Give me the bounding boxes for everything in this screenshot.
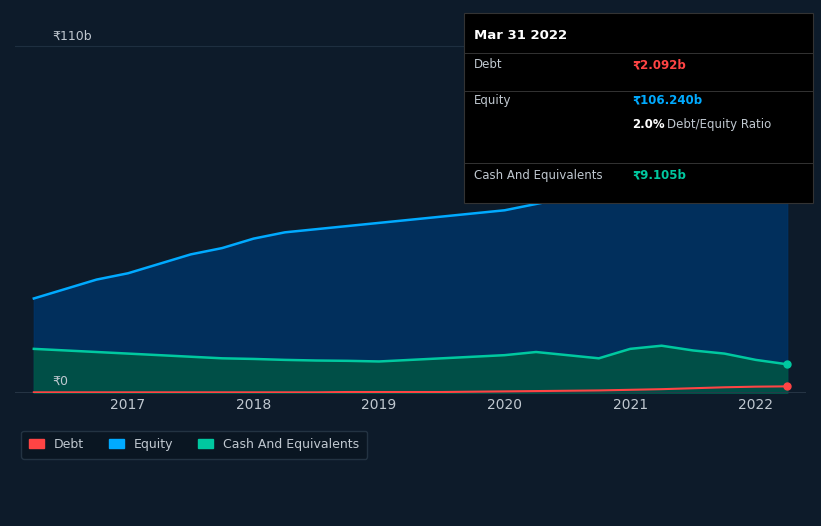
Text: ₹2.092b: ₹2.092b (632, 58, 686, 72)
Text: Equity: Equity (474, 94, 511, 107)
Text: 2.0%: 2.0% (632, 118, 665, 131)
Text: ₹9.105b: ₹9.105b (632, 169, 686, 182)
Text: ₹0: ₹0 (53, 375, 69, 388)
Text: Debt: Debt (474, 58, 502, 72)
Text: Mar 31 2022: Mar 31 2022 (474, 29, 566, 43)
Text: ₹110b: ₹110b (53, 31, 92, 43)
Text: ₹106.240b: ₹106.240b (632, 94, 702, 107)
Text: Debt/Equity Ratio: Debt/Equity Ratio (667, 118, 771, 131)
Legend: Debt, Equity, Cash And Equivalents: Debt, Equity, Cash And Equivalents (21, 430, 367, 459)
Text: Cash And Equivalents: Cash And Equivalents (474, 169, 603, 182)
